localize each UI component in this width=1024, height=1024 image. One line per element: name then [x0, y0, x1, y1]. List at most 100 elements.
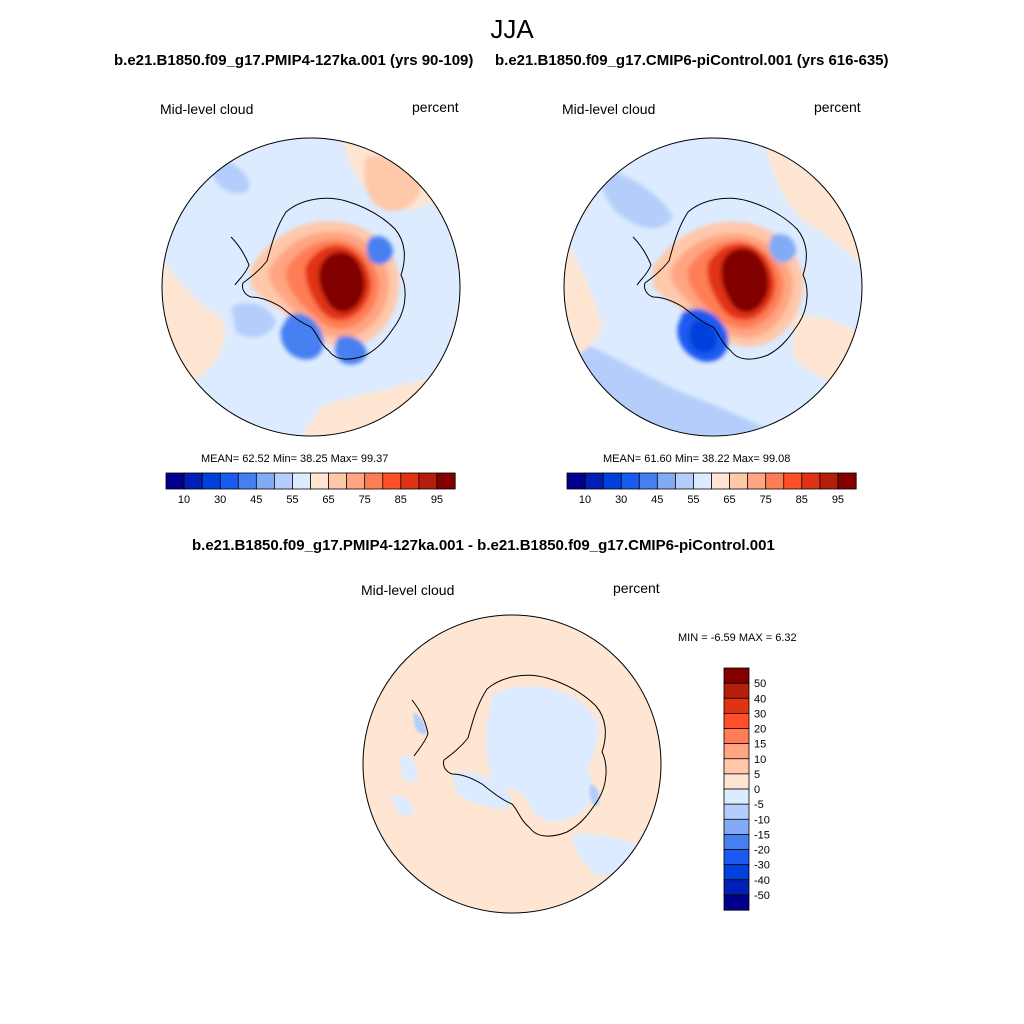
panel2-colorbar-swatch — [801, 472, 821, 490]
panel3-colorbar-swatch — [723, 682, 750, 699]
panel3-colorbar-swatch — [723, 712, 750, 730]
panel3-variable-label: Mid-level cloud — [361, 582, 455, 598]
panel1-units-label: percent — [412, 99, 459, 115]
panel3-colorbar-tick-label: 50 — [754, 678, 766, 690]
panel2-colorbar-swatch — [566, 472, 586, 490]
panel1-colorbar-swatch — [237, 472, 257, 490]
panel2-colorbar-swatch — [693, 472, 713, 490]
panel1-colorbar-tick-label: 85 — [395, 494, 407, 506]
panel1-colorbar-swatch — [400, 472, 420, 490]
panel2-colorbar-swatch — [620, 472, 640, 490]
panel1-field-region — [318, 251, 365, 313]
panel3-peninsula-coastline — [411, 699, 429, 757]
panel3-colorbar-tick-label: 20 — [754, 724, 766, 736]
panel2-colorbar-swatch — [747, 472, 767, 490]
panel1-colorbar-swatch — [364, 472, 384, 490]
panel2-colorbar-swatch — [783, 472, 803, 490]
panel2-field-region — [721, 248, 769, 313]
panel3-title: b.e21.B1850.f09_g17.PMIP4-127ka.001 - b.… — [192, 537, 775, 554]
panel1-colorbar-swatch — [255, 472, 275, 490]
panel3-antarctica-coastline — [443, 674, 607, 837]
panel2-colorbar-tick-label: 55 — [687, 494, 699, 506]
panel1-antarctica-coastline — [242, 197, 406, 360]
panel3-colorbar-swatch — [723, 758, 750, 775]
panel3-colorbar-tick-label: 5 — [754, 769, 760, 781]
panel2-colorbar-tick-label: 95 — [832, 494, 844, 506]
panel2-field-region — [689, 320, 717, 353]
panel3-colorbar-swatch — [723, 833, 750, 851]
panel3-colorbar-swatch — [723, 743, 750, 760]
panel1-colorbar-swatch — [418, 472, 438, 490]
panel1-colorbar-swatch — [292, 472, 312, 490]
panel3-colorbar-swatch — [723, 773, 750, 790]
panel2-antarctica-coastline — [644, 197, 808, 360]
panel3-colorbar-tick-label: -5 — [754, 799, 764, 811]
panel1-colorbar-swatch — [273, 472, 294, 490]
panel1-field-region — [280, 313, 324, 360]
panel3-colorbar-swatch — [723, 803, 750, 820]
panel3-polar-map — [362, 614, 662, 914]
panel1-colorbar-tick-label: 75 — [359, 494, 371, 506]
panel3-colorbar-tick-label: -15 — [754, 829, 770, 841]
panel2-colorbar-swatch — [674, 472, 695, 490]
panel1-title: b.e21.B1850.f09_g17.PMIP4-127ka.001 (yrs… — [114, 52, 474, 69]
panel1-stats: MEAN= 62.52 Min= 38.25 Max= 99.37 — [201, 453, 389, 465]
panel3-colorbar-tick-label: -50 — [754, 890, 770, 902]
panel1-colorbar-tick-label: 65 — [322, 494, 334, 506]
panel3-colorbar-swatch — [723, 667, 750, 684]
panel3-colorbar-tick-label: 15 — [754, 739, 766, 751]
panel2-colorbar-tick-label: 85 — [796, 494, 808, 506]
panel3-colorbar-tick-label: -10 — [754, 814, 770, 826]
panel1-colorbar-tick-label: 45 — [250, 494, 262, 506]
panel2-units-label: percent — [814, 99, 861, 115]
panel2-colorbar-tick-label: 65 — [723, 494, 735, 506]
panel3-field-region — [392, 794, 414, 817]
panel2-map-border — [563, 137, 863, 437]
panel1-colorbar-swatch — [183, 472, 203, 490]
panel3-colorbar-tick-label: 0 — [754, 784, 760, 796]
panel2-field-region — [769, 233, 796, 263]
panel3-colorbar-tick-label: -30 — [754, 860, 770, 872]
panel2-colorbar-swatch — [729, 472, 749, 490]
panel2-field-region — [601, 167, 673, 229]
panel1-map-border — [161, 137, 461, 437]
panel3-colorbar-swatch — [723, 818, 750, 835]
panel3-colorbar-swatch — [723, 894, 750, 911]
panel3-colorbar-swatch — [723, 879, 750, 896]
panel2-colorbar-tick-label: 30 — [615, 494, 627, 506]
panel3-colorbar-tick-label: 10 — [754, 754, 766, 766]
panel1-colorbar-swatch — [436, 472, 456, 490]
panel1-colorbar-swatch — [310, 472, 330, 490]
panel3-colorbar-swatch — [723, 864, 750, 881]
panel3-colorbar-swatch — [723, 849, 750, 866]
panel2-stats: MEAN= 61.60 Min= 38.22 Max= 99.08 — [603, 453, 791, 465]
panel3-colorbar-tick-label: 40 — [754, 693, 766, 705]
panel1-colorbar-swatch — [328, 472, 348, 490]
panel3-colorbar-tick-label: 30 — [754, 708, 766, 720]
panel1-field-region — [366, 235, 393, 265]
panel2-colorbar: 10 30 45 55 65 75 85 95 — [566, 472, 857, 506]
panel1-colorbar-tick-label: 10 — [178, 494, 190, 506]
panel3-field-region — [452, 772, 512, 809]
panel3-stats: MIN = -6.59 MAX = 6.32 — [678, 632, 797, 644]
panel3-colorbar-swatch — [723, 697, 750, 714]
panel2-colorbar-tick-label: 45 — [651, 494, 663, 506]
figure-title: JJA — [490, 14, 534, 44]
panel1-colorbar-tick-label: 95 — [431, 494, 443, 506]
panel3-field-region — [400, 754, 418, 783]
panel3-colorbar-swatch — [723, 788, 750, 805]
panel2-colorbar-tick-label: 75 — [760, 494, 772, 506]
panel1-colorbar-swatch — [382, 472, 402, 490]
panel3-map-border — [362, 614, 662, 914]
panel2-field-region — [564, 237, 603, 362]
panel2-polar-map — [563, 137, 863, 437]
panel1-colorbar-tick-label: 30 — [214, 494, 226, 506]
panel2-title: b.e21.B1850.f09_g17.CMIP6-piControl.001 … — [495, 52, 889, 69]
panel2-colorbar-swatch — [837, 472, 857, 490]
panel2-colorbar-swatch — [584, 472, 604, 490]
panel3-units-label: percent — [613, 580, 660, 596]
panel3-colorbar-tick-label: -20 — [754, 845, 770, 857]
panel2-colorbar-swatch — [819, 472, 839, 490]
panel1-colorbar-swatch — [219, 472, 239, 490]
